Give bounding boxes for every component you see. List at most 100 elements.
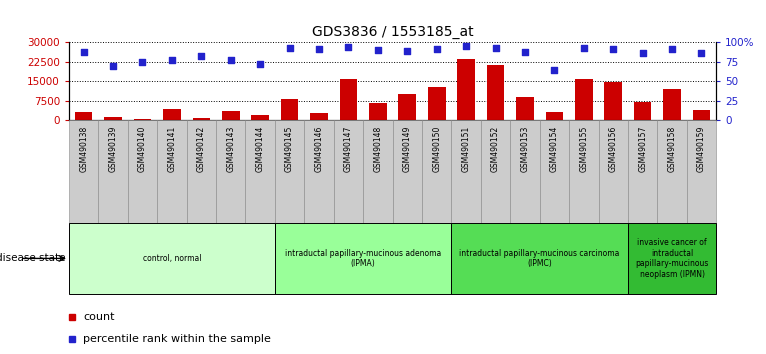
Bar — [692, 110, 710, 120]
Bar — [187, 120, 216, 223]
Text: intraductal papillary-mucinous carcinoma
(IPMC): intraductal papillary-mucinous carcinoma… — [460, 249, 620, 268]
Text: GSM490155: GSM490155 — [579, 126, 588, 172]
Text: GSM490154: GSM490154 — [550, 126, 559, 172]
Point — [401, 48, 414, 54]
Text: GSM490157: GSM490157 — [638, 126, 647, 172]
Text: GSM490153: GSM490153 — [520, 126, 529, 172]
Text: GSM490156: GSM490156 — [609, 126, 617, 172]
Bar — [69, 223, 275, 294]
Title: GDS3836 / 1553185_at: GDS3836 / 1553185_at — [312, 25, 473, 39]
Bar — [687, 120, 716, 223]
Bar — [304, 120, 334, 223]
Point — [136, 59, 149, 65]
Text: GSM490148: GSM490148 — [373, 126, 382, 172]
Bar — [310, 113, 328, 120]
Text: count: count — [83, 312, 115, 322]
Bar — [628, 223, 716, 294]
Point — [607, 46, 620, 52]
Bar — [98, 120, 128, 223]
Text: GSM490140: GSM490140 — [138, 126, 147, 172]
Text: GSM490147: GSM490147 — [344, 126, 353, 172]
Point — [460, 43, 473, 48]
Bar — [245, 120, 275, 223]
Bar — [575, 79, 593, 120]
Bar — [104, 117, 122, 120]
Text: GSM490152: GSM490152 — [491, 126, 500, 172]
Bar — [398, 94, 416, 120]
Bar — [451, 223, 628, 294]
Text: GSM490138: GSM490138 — [79, 126, 88, 172]
Bar — [598, 120, 628, 223]
Point — [489, 45, 502, 51]
Bar — [128, 120, 157, 223]
Bar — [275, 223, 451, 294]
Bar — [281, 99, 299, 120]
Bar — [428, 87, 446, 120]
Bar — [457, 59, 475, 120]
Text: control, normal: control, normal — [142, 254, 201, 263]
Point — [666, 46, 678, 52]
Text: GSM490159: GSM490159 — [697, 126, 706, 172]
Point — [430, 47, 443, 52]
Bar — [216, 120, 245, 223]
Bar — [363, 120, 392, 223]
Bar — [334, 120, 363, 223]
Text: GSM490149: GSM490149 — [403, 126, 412, 172]
Bar — [157, 120, 187, 223]
Bar — [569, 120, 598, 223]
Bar — [540, 120, 569, 223]
Point — [254, 61, 267, 66]
Bar — [163, 109, 181, 120]
Bar — [657, 120, 687, 223]
Point — [224, 58, 237, 63]
Bar — [604, 82, 622, 120]
Bar — [451, 120, 481, 223]
Text: GSM490151: GSM490151 — [462, 126, 470, 172]
Text: GSM490150: GSM490150 — [432, 126, 441, 172]
Bar — [516, 97, 534, 120]
Bar — [69, 120, 98, 223]
Point — [283, 45, 296, 51]
Point — [165, 58, 178, 63]
Bar — [663, 89, 681, 120]
Point — [313, 47, 325, 52]
Text: GSM490146: GSM490146 — [315, 126, 323, 172]
Bar — [134, 119, 152, 120]
Bar — [486, 64, 504, 120]
Point — [548, 67, 561, 73]
Bar — [481, 120, 510, 223]
Text: GSM490142: GSM490142 — [197, 126, 206, 172]
Bar — [339, 79, 357, 120]
Bar — [222, 111, 240, 120]
Point — [696, 51, 708, 56]
Point — [519, 49, 531, 55]
Bar — [275, 120, 304, 223]
Bar — [545, 112, 563, 120]
Point — [77, 49, 90, 55]
Text: GSM490143: GSM490143 — [226, 126, 235, 172]
Bar — [510, 120, 540, 223]
Bar — [633, 102, 652, 120]
Text: GSM490139: GSM490139 — [109, 126, 117, 172]
Bar — [192, 118, 210, 120]
Text: GSM490158: GSM490158 — [668, 126, 676, 172]
Text: percentile rank within the sample: percentile rank within the sample — [83, 334, 271, 344]
Bar — [251, 115, 269, 120]
Text: GSM490144: GSM490144 — [256, 126, 265, 172]
Text: invasive cancer of
intraductal
papillary-mucinous
neoplasm (IPMN): invasive cancer of intraductal papillary… — [635, 238, 709, 279]
Bar — [393, 120, 422, 223]
Text: intraductal papillary-mucinous adenoma
(IPMA): intraductal papillary-mucinous adenoma (… — [285, 249, 441, 268]
Bar — [75, 112, 93, 120]
Point — [107, 63, 119, 69]
Point — [637, 50, 649, 56]
Point — [342, 44, 355, 50]
Bar — [422, 120, 451, 223]
Text: GSM490141: GSM490141 — [168, 126, 176, 172]
Text: GSM490145: GSM490145 — [285, 126, 294, 172]
Point — [578, 45, 590, 51]
Bar — [369, 103, 387, 120]
Point — [195, 54, 208, 59]
Point — [372, 47, 384, 53]
Bar — [628, 120, 657, 223]
Text: disease state: disease state — [0, 253, 66, 263]
